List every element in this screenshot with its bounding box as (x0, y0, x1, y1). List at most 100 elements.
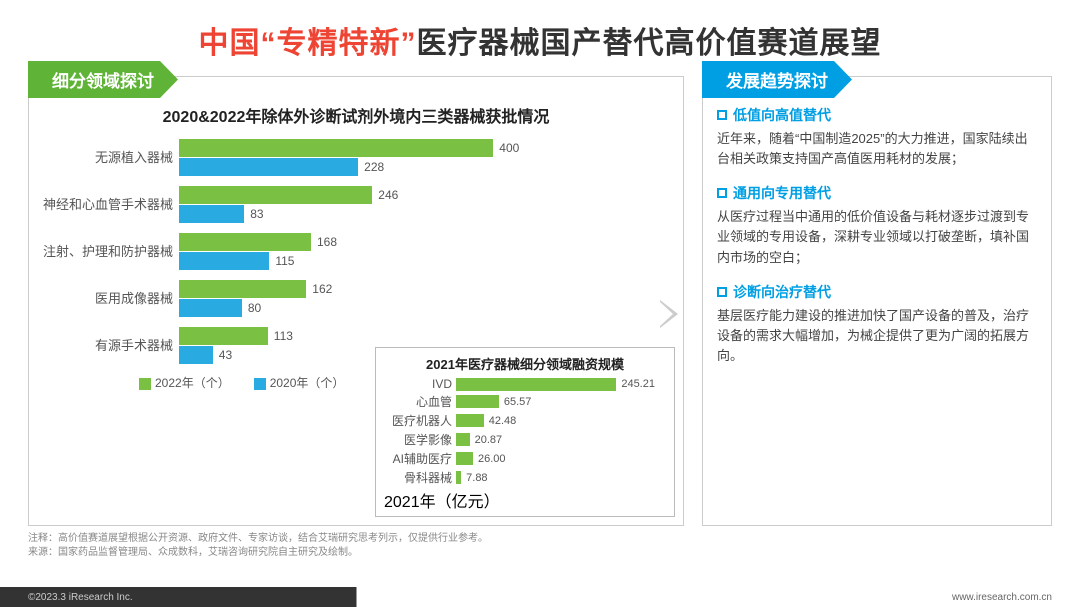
chart1-bar-value: 43 (213, 348, 232, 362)
trend-body: 近年来，随着“中国制造2025”的大力推进，国家陆续出台相关政策支持国产高值医用… (717, 129, 1037, 169)
legend-label: 2022年（个） (155, 376, 230, 390)
chart2-financing-bars: IVD 245.21 心血管 65.57 医疗机器人 42.48 医学影像 20.87 AI辅助… (384, 377, 666, 486)
chart1-bar: 83 (179, 205, 673, 223)
chart2-row: IVD 245.21 (384, 377, 666, 391)
chart1-row: 神经和心血管手术器械 246 83 (39, 182, 673, 227)
chart1-category-label: 有源手术器械 (39, 338, 179, 354)
legend-swatch (139, 378, 151, 390)
trend-block: 通用向专用替代从医疗过程当中通用的低价值设备与耗材逐步过渡到专业领域的专用设备，… (717, 183, 1037, 267)
chart2-bar-value: 245.21 (616, 378, 655, 390)
trend-heading-text: 通用向专用替代 (733, 185, 831, 201)
chart2-bar-fill (456, 395, 499, 408)
chart2-bar: 7.88 (456, 471, 488, 484)
trend-block: 诊断向治疗替代基层医疗能力建设的推进加快了国产设备的普及，治疗设备的需求大幅增加… (717, 282, 1037, 366)
chart1-category-label: 神经和心血管手术器械 (39, 197, 179, 213)
chart1-category-label: 医用成像器械 (39, 291, 179, 307)
chart1-bar: 80 (179, 299, 673, 317)
chart2-category-label: IVD (384, 377, 456, 391)
chart1-bar: 228 (179, 158, 673, 176)
chart1-bar-fill (179, 233, 311, 251)
chart2-legend: 2021年（亿元） (384, 488, 666, 512)
legend-item: 2020年（个） (254, 374, 345, 391)
chart2-row: 医学影像 20.87 (384, 431, 666, 448)
right-tab-label: 发展趋势探讨 (702, 61, 852, 98)
chart1-bar-fill (179, 299, 242, 317)
chart1-bar-value: 168 (311, 235, 337, 249)
chart2-bar: 26.00 (456, 452, 506, 465)
chart1-category-label: 无源植入器械 (39, 150, 179, 166)
trend-heading: 低值向高值替代 (717, 105, 1037, 125)
chart2-bar: 42.48 (456, 414, 516, 427)
chart1-row: 注射、护理和防护器械168115 (39, 229, 673, 274)
chart2-bar-value: 26.00 (473, 453, 506, 465)
chart2-row: 骨科器械7.88 (384, 469, 666, 486)
trend-heading-text: 低值向高值替代 (733, 107, 831, 123)
trend-body: 从医疗过程当中通用的低价值设备与耗材逐步过渡到专业领域的专用设备，深耕专业领域以… (717, 207, 1037, 267)
chart1-bar-fill (179, 346, 213, 364)
chart1-bar: 400 (179, 139, 673, 157)
main-columns: 细分领域探讨 2020&2022年除体外诊断试剂外境内三类器械获批情况 无源植入… (0, 76, 1080, 526)
chart1-bar-value: 83 (244, 207, 263, 221)
footnote-note: 注释：高价值赛道展望根据公开资源、政府文件、专家访谈，结合艾瑞研究思考列示，仅提… (28, 532, 1052, 546)
trend-body: 基层医疗能力建设的推进加快了国产设备的普及，治疗设备的需求大幅增加，为械企提供了… (717, 306, 1037, 366)
title-rest: 医疗器械国产替代高价值赛道展望 (417, 27, 882, 60)
chart2-category-label: 心血管 (384, 393, 456, 410)
chart2-row: AI辅助医疗 26.00 (384, 450, 666, 467)
chart2-bar-fill (456, 414, 484, 427)
chart1-bar-value: 162 (306, 282, 332, 296)
legend-label: 2020年（个） (270, 376, 345, 390)
square-bullet-icon (717, 287, 727, 297)
chart1-row: 无源植入器械 400 228 (39, 135, 673, 180)
chart2-bar-value: 7.88 (461, 472, 487, 484)
footnotes: 注释：高价值赛道展望根据公开资源、政府文件、专家访谈，结合艾瑞研究思考列示，仅提… (0, 526, 1080, 560)
chart1-bar: 168 (179, 233, 673, 251)
chart1-bar-value: 400 (493, 141, 519, 155)
chart1-approval-bars: 无源植入器械400228神经和心血管手术器械24683注射、护理和防护器械168… (39, 135, 673, 368)
footer-copyright: ©2023.3 iResearch Inc. (28, 592, 133, 603)
chart1-bar-fill (179, 280, 306, 298)
chart2-bar-value: 42.48 (484, 415, 517, 427)
chart1-bar-group: 246 83 (179, 182, 673, 227)
chart1-bar: 246 (179, 186, 673, 204)
chart1-bar: 162 (179, 280, 673, 298)
square-bullet-icon (717, 188, 727, 198)
trend-heading: 通用向专用替代 (717, 183, 1037, 203)
chart1-bar: 113 (179, 327, 673, 345)
chart1-bar-value: 228 (358, 160, 384, 174)
chart2-bar-fill (456, 378, 616, 391)
trend-heading-text: 诊断向治疗替代 (733, 284, 831, 300)
chart2-row: 医疗机器人 42.48 (384, 412, 666, 429)
chart1-bar-value: 246 (372, 188, 398, 202)
chart1-bar-fill (179, 158, 358, 176)
chart1-bar-fill (179, 205, 244, 223)
chart2-title: 2021年医疗器械细分领域融资规模 (384, 354, 666, 373)
chart2-category-label: AI辅助医疗 (384, 450, 456, 467)
chart2-bar: 20.87 (456, 433, 502, 446)
legend-label: 2021年（亿元） (384, 494, 500, 511)
chart2-bar: 245.21 (456, 378, 655, 391)
footnote-source: 来源：国家药品监督管理局、众成数科，艾瑞咨询研究院自主研究及绘制。 (28, 546, 1052, 560)
chart1-category-label: 注射、护理和防护器械 (39, 244, 179, 260)
chart2-bar-fill (456, 452, 473, 465)
chart2-bar-value: 20.87 (470, 434, 503, 446)
title-highlight: 中国“专精特新” (199, 27, 417, 60)
square-bullet-icon (717, 110, 727, 120)
chart1-bar-group: 16280 (179, 276, 673, 321)
chart1-bar-fill (179, 139, 493, 157)
chart2-bar-fill (456, 433, 470, 446)
chart1-bar-fill (179, 186, 372, 204)
legend-swatch (254, 378, 266, 390)
chart2-bar: 65.57 (456, 395, 531, 408)
chart1-bar-group: 168115 (179, 229, 673, 274)
left-tab-label: 细分领域探讨 (28, 61, 178, 98)
chart1-bar-fill (179, 327, 268, 345)
chart2-category-label: 医学影像 (384, 431, 456, 448)
chart1-bar-value: 113 (268, 329, 293, 343)
trend-block: 低值向高值替代近年来，随着“中国制造2025”的大力推进，国家陆续出台相关政策支… (717, 105, 1037, 169)
chart1-bar-fill (179, 252, 269, 270)
left-panel: 细分领域探讨 2020&2022年除体外诊断试剂外境内三类器械获批情况 无源植入… (28, 76, 684, 526)
chart2-bar-value: 65.57 (499, 396, 532, 408)
chart2-category-label: 医疗机器人 (384, 412, 456, 429)
chart1-title: 2020&2022年除体外诊断试剂外境内三类器械获批情况 (39, 103, 673, 127)
footer-url: www.iresearch.com.cn (952, 592, 1052, 603)
